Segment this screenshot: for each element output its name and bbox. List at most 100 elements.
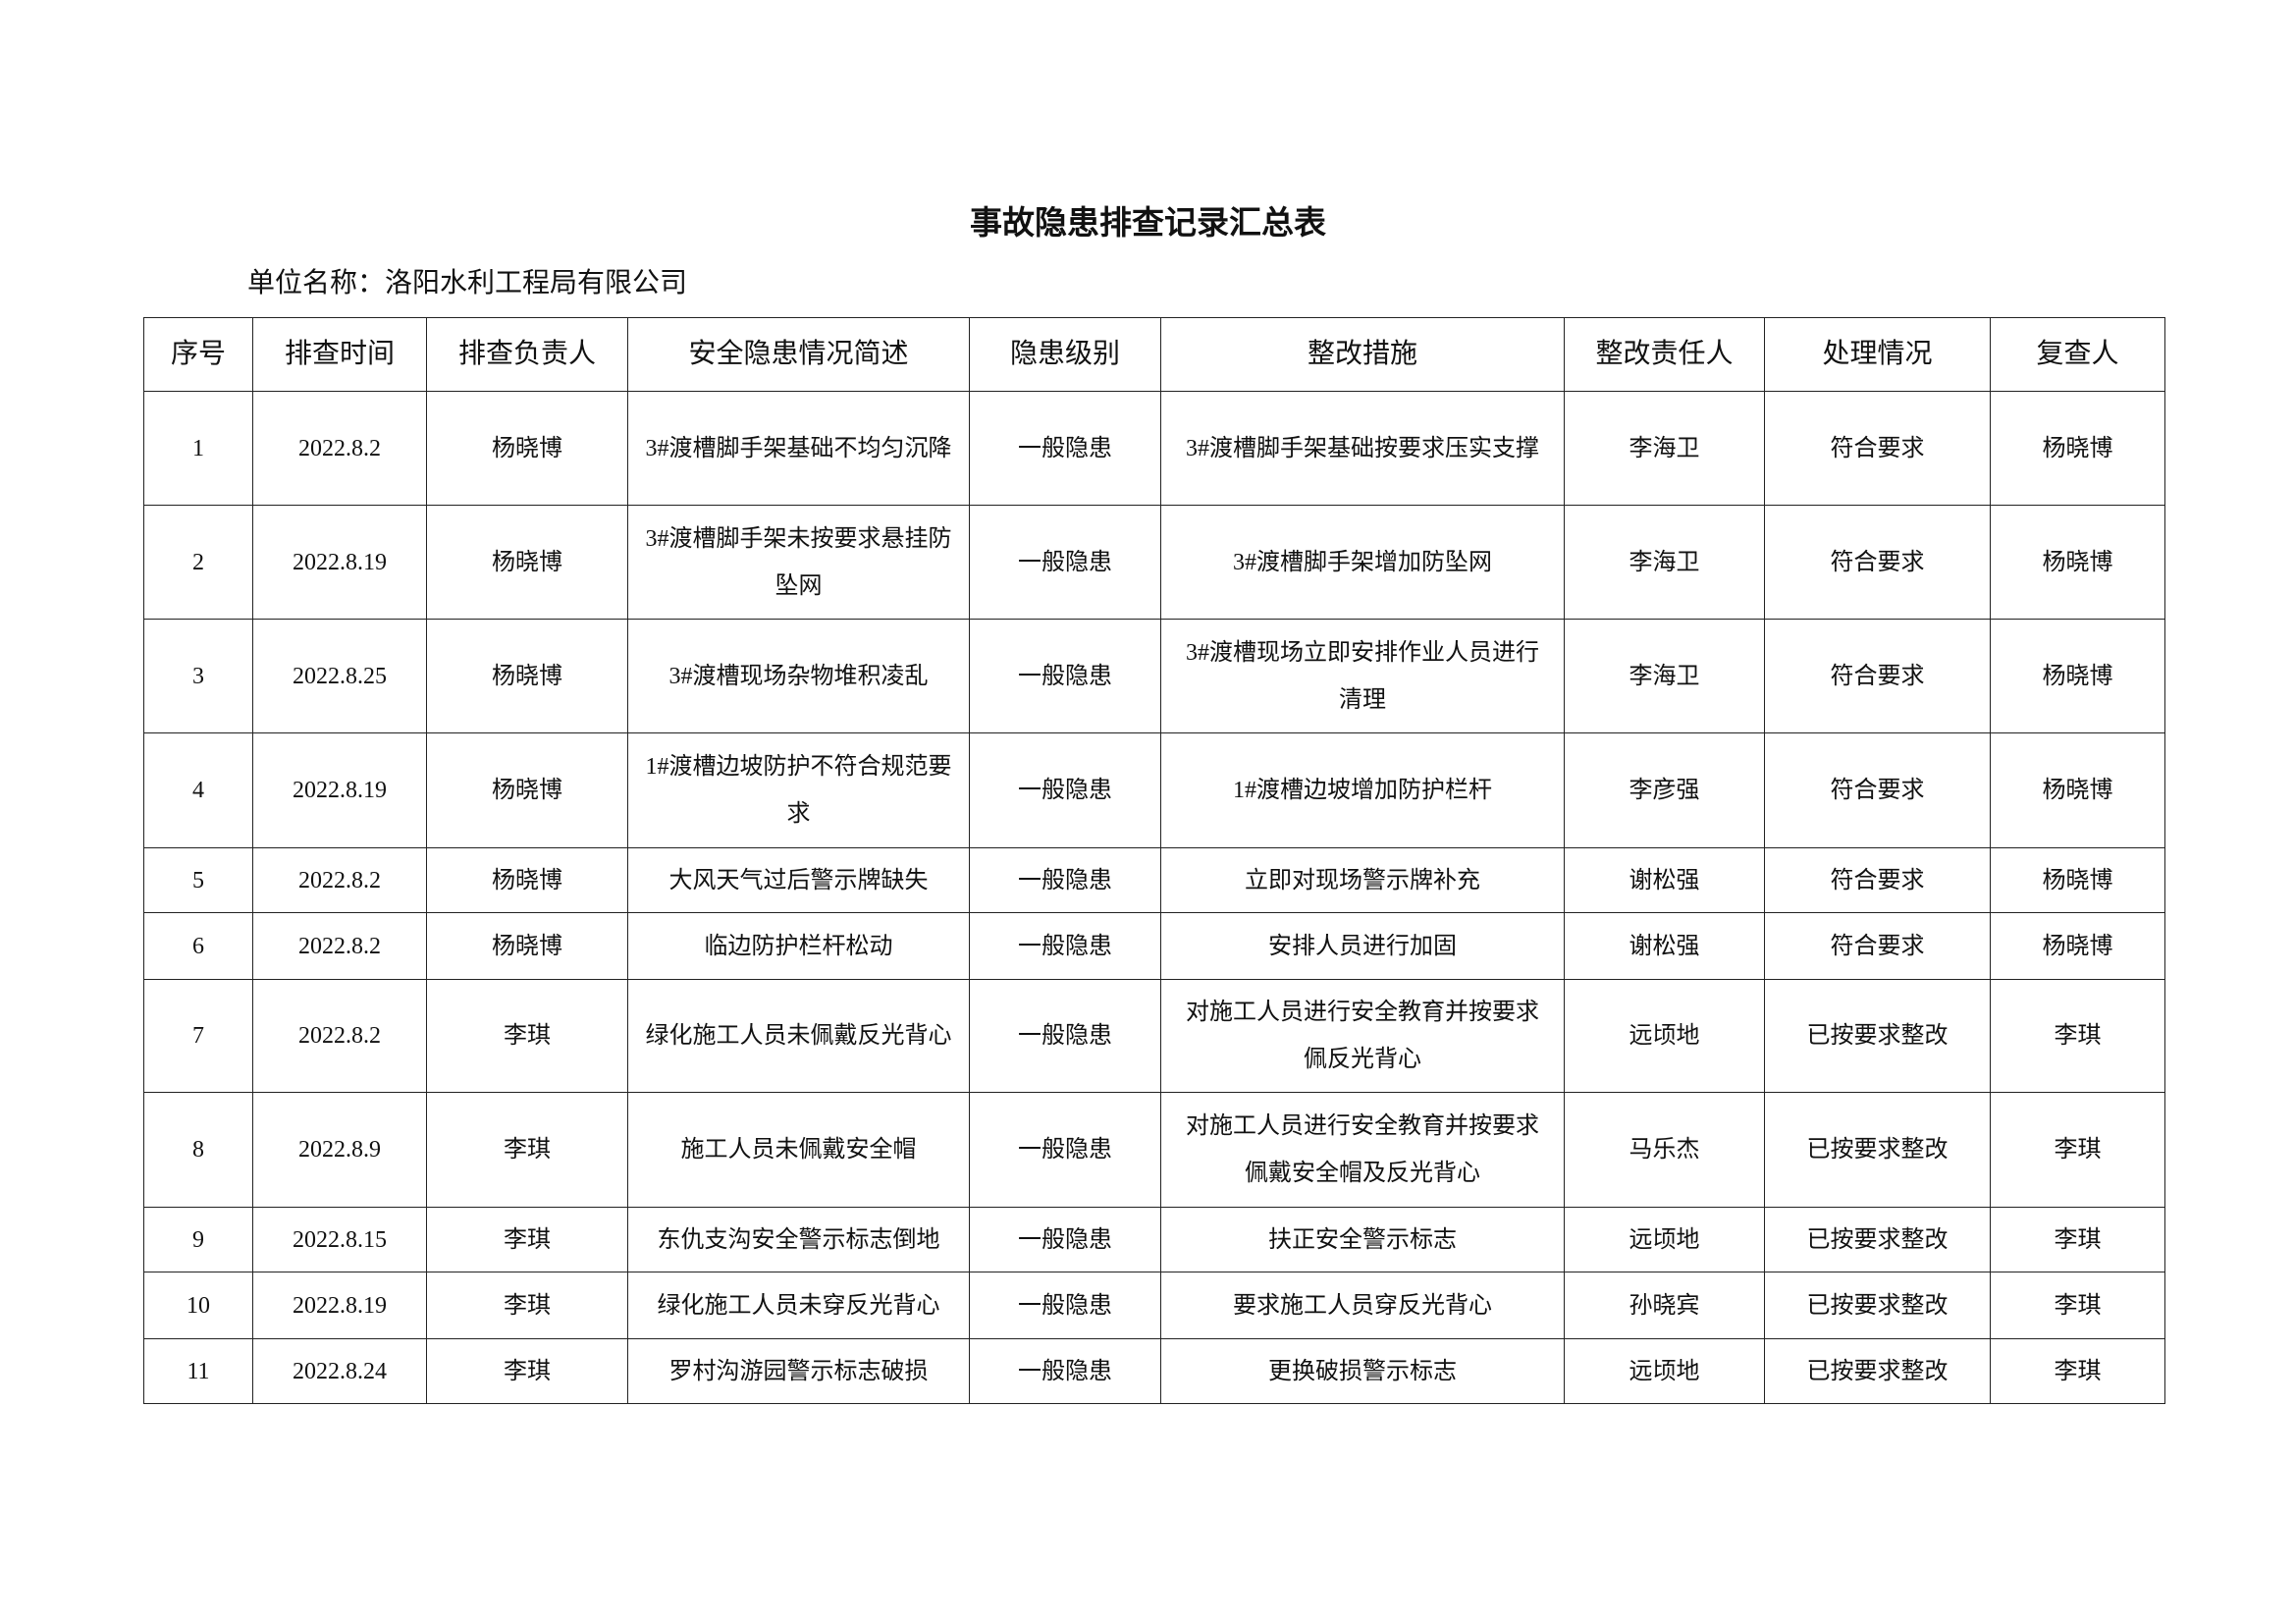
table-cell: 3#渡槽脚手架基础不均匀沉降 [627,391,970,506]
table-cell: 一般隐患 [969,1272,1161,1339]
table-cell: 3#渡槽脚手架基础按要求压实支撑 [1160,391,1565,506]
table-cell: 一般隐患 [969,1207,1161,1272]
table-row: 2 2022.8.19 杨晓博 3#渡槽脚手架未按要求悬挂防坠网 一般隐患 3#渡槽脚手架… [143,505,2165,620]
table-cell: 杨晓博 [426,391,628,506]
table-cell: 8 [143,1092,253,1208]
table-cell: 3#渡槽现场杂物堆积凌乱 [627,619,970,733]
table-cell: 大风天气过后警示牌缺失 [627,847,970,913]
table-cell: 2022.8.2 [252,391,427,506]
table-cell: 李琪 [1990,1272,2165,1339]
table-cell: 2022.8.19 [252,505,427,620]
column-header: 整改责任人 [1564,317,1765,392]
table-cell: 李琪 [426,1207,628,1272]
table-cell: 远顷地 [1564,979,1765,1093]
table-cell: 杨晓博 [426,732,628,848]
table-cell: 一般隐患 [969,1092,1161,1208]
table-cell: 符合要求 [1764,912,1991,980]
table-cell: 3 [143,619,253,733]
unit-name: 单位名称：洛阳水利工程局有限公司 [247,268,688,298]
table-cell: 3#渡槽脚手架增加防坠网 [1160,505,1565,620]
table-cell: 李琪 [1990,979,2165,1093]
table-cell: 远顷地 [1564,1338,1765,1404]
table-cell: 一般隐患 [969,391,1161,506]
table-cell: 杨晓博 [1990,391,2165,506]
table-row: 5 2022.8.2 杨晓博 大风天气过后警示牌缺失 一般隐患 立即对现场警示牌补充 谢松强… [143,847,2165,913]
table-cell: 立即对现场警示牌补充 [1160,847,1565,913]
table-row: 3 2022.8.25 杨晓博 3#渡槽现场杂物堆积凌乱 一般隐患 3#渡槽现场立即安排作… [143,619,2165,733]
table-cell: 1#渡槽边坡增加防护栏杆 [1160,732,1565,848]
table-cell: 1#渡槽边坡防护不符合规范要求 [627,732,970,848]
table-cell: 孙晓宾 [1564,1272,1765,1339]
table-cell: 绿化施工人员未佩戴反光背心 [627,979,970,1093]
table-cell: 李琪 [1990,1207,2165,1272]
table-cell: 李琪 [426,1338,628,1404]
table-cell: 杨晓博 [1990,847,2165,913]
table-header-row: 序号 排查时间 排查负责人 安全隐患情况简述 隐患级别 整改措施 整改责任人 处理情况 复查人 [143,317,2165,392]
table-cell: 9 [143,1207,253,1272]
table-cell: 要求施工人员穿反光背心 [1160,1272,1565,1339]
table-cell: 李海卫 [1564,391,1765,506]
table-cell: 杨晓博 [426,619,628,733]
table-cell: 绿化施工人员未穿反光背心 [627,1272,970,1339]
table-cell: 3#渡槽脚手架未按要求悬挂防坠网 [627,505,970,620]
table-row: 1 2022.8.2 杨晓博 3#渡槽脚手架基础不均匀沉降 一般隐患 3#渡槽脚手架基础按… [143,391,2165,506]
table-cell: 2022.8.2 [252,912,427,980]
table-cell: 杨晓博 [1990,505,2165,620]
table-cell: 施工人员未佩戴安全帽 [627,1092,970,1208]
table-cell: 杨晓博 [1990,619,2165,733]
table-cell: 杨晓博 [1990,912,2165,980]
table-cell: 2022.8.19 [252,732,427,848]
table-cell: 对施工人员进行安全教育并按要求佩戴安全帽及反光背心 [1160,1092,1565,1208]
table-cell: 杨晓博 [1990,732,2165,848]
table-cell: 11 [143,1338,253,1404]
table-row: 7 2022.8.2 李琪 绿化施工人员未佩戴反光背心 一般隐患 对施工人员进行安全教育并… [143,979,2165,1093]
table-cell: 杨晓博 [426,847,628,913]
column-header: 排查时间 [252,317,427,392]
table-cell: 10 [143,1272,253,1339]
table-row: 11 2022.8.24 李琪 罗村沟游园警示标志破损 一般隐患 更换破损警示标志 远顷地已… [143,1338,2165,1404]
table-cell: 2022.8.2 [252,847,427,913]
table-cell: 4 [143,732,253,848]
hazard-summary-table: 序号 排查时间 排查负责人 安全隐患情况简述 隐患级别 整改措施 整改责任人 处理情况 复查人 … [143,317,2165,1404]
table-cell: 李琪 [426,1092,628,1208]
table-row: 9 2022.8.15 李琪 东仇支沟安全警示标志倒地 一般隐患 扶正安全警示标志 远顷地已… [143,1207,2165,1272]
table-cell: 一般隐患 [969,1338,1161,1404]
table-cell: 一般隐患 [969,732,1161,848]
table-cell: 对施工人员进行安全教育并按要求佩反光背心 [1160,979,1565,1093]
column-header: 隐患级别 [969,317,1161,392]
table-cell: 李海卫 [1564,619,1765,733]
table-row: 6 2022.8.2 杨晓博 临边防护栏杆松动 一般隐患 安排人员进行加固 谢松强 符合要求杨… [143,912,2165,980]
table-cell: 已按要求整改 [1764,979,1991,1093]
table-cell: 谢松强 [1564,912,1765,980]
table-cell: 安排人员进行加固 [1160,912,1565,980]
table-cell: 符合要求 [1764,619,1991,733]
table-cell: 3#渡槽现场立即安排作业人员进行清理 [1160,619,1565,733]
table-cell: 7 [143,979,253,1093]
table-cell: 一般隐患 [969,912,1161,980]
table-cell: 更换破损警示标志 [1160,1338,1565,1404]
column-header: 安全隐患情况简述 [627,317,970,392]
table-cell: 临边防护栏杆松动 [627,912,970,980]
table-cell: 一般隐患 [969,979,1161,1093]
table-row: 4 2022.8.19 杨晓博 1#渡槽边坡防护不符合规范要求 一般隐患 1#渡槽边坡增加… [143,732,2165,848]
table-cell: 已按要求整改 [1764,1272,1991,1339]
table-cell: 李琪 [1990,1338,2165,1404]
column-header: 序号 [143,317,253,392]
table-cell: 已按要求整改 [1764,1092,1991,1208]
table-cell: 扶正安全警示标志 [1160,1207,1565,1272]
table-cell: 李琪 [426,1272,628,1339]
table-cell: 已按要求整改 [1764,1338,1991,1404]
table-cell: 5 [143,847,253,913]
table-row: 10 2022.8.19 李琪 绿化施工人员未穿反光背心 一般隐患 要求施工人员穿反光背心… [143,1272,2165,1339]
table-cell: 杨晓博 [426,912,628,980]
document-title: 事故隐患排查记录汇总表 [970,206,1326,242]
table-cell: 2022.8.2 [252,979,427,1093]
table-cell: 李彦强 [1564,732,1765,848]
table-cell: 已按要求整改 [1764,1207,1991,1272]
column-header: 复查人 [1990,317,2165,392]
table-cell: 谢松强 [1564,847,1765,913]
table-cell: 一般隐患 [969,505,1161,620]
table-cell: 2022.8.15 [252,1207,427,1272]
table-cell: 2022.8.24 [252,1338,427,1404]
table-cell: 东仇支沟安全警示标志倒地 [627,1207,970,1272]
